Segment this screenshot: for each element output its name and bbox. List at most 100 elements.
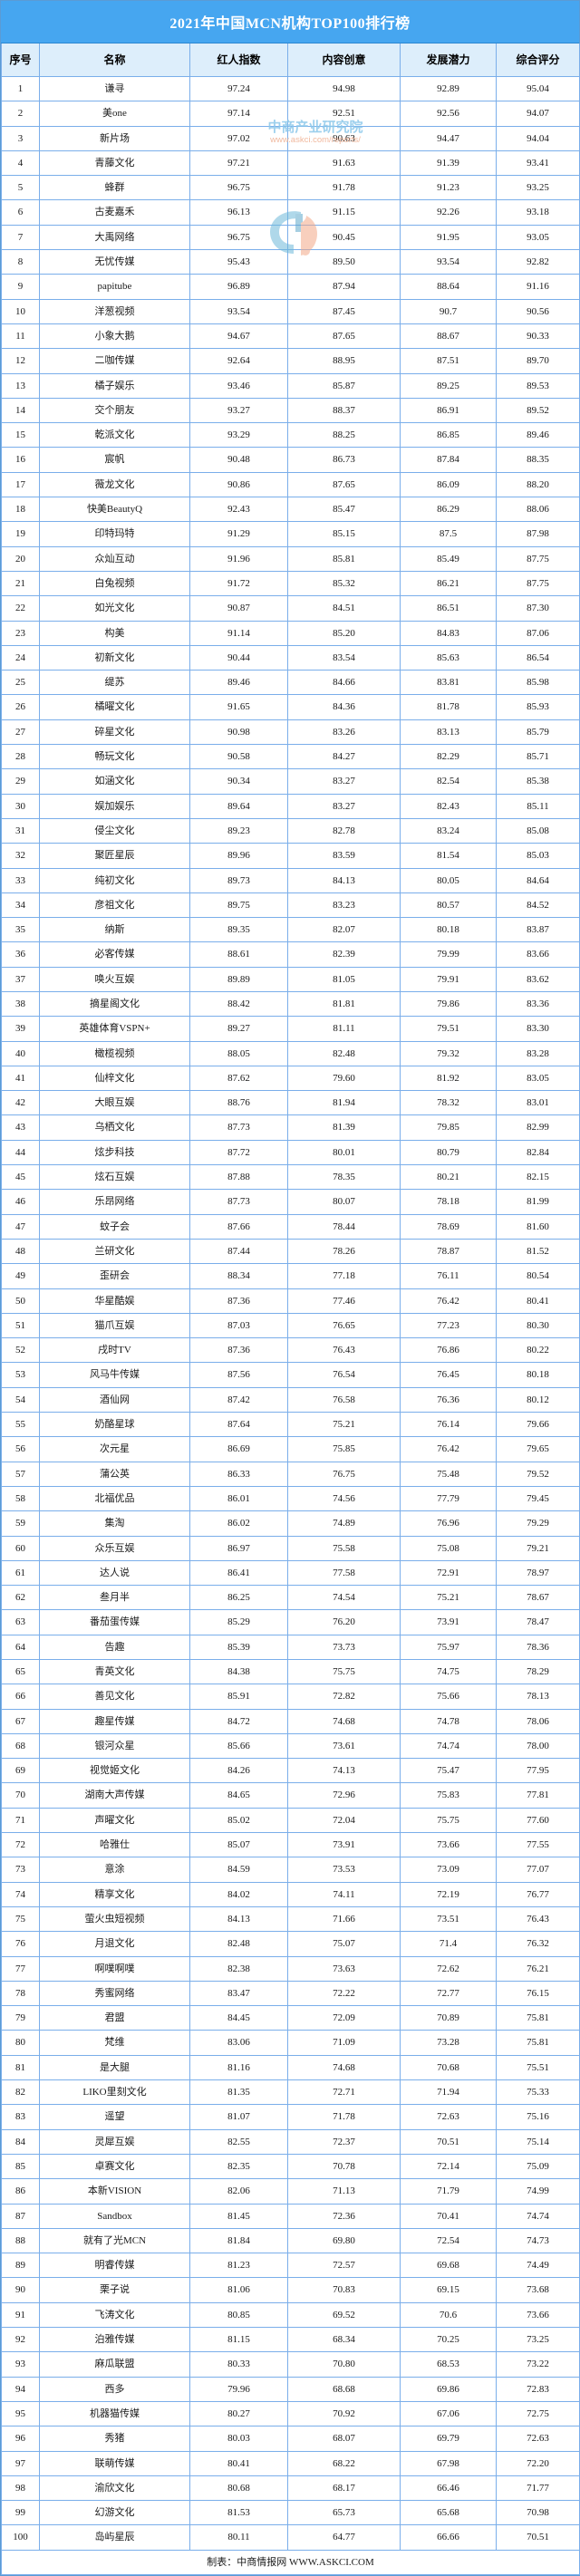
cell-rank-index: 7	[1, 224, 40, 251]
table-row: 5 蜂群 96.75 91.78 91.23 93.25	[1, 175, 580, 201]
cell-rank-index: 18	[1, 497, 40, 523]
cell-rank-index: 19	[1, 521, 40, 547]
cell-influencer-index: 86.25	[189, 1585, 288, 1611]
column-header-content-creativity: 内容创意	[287, 43, 401, 77]
cell-rank-index: 40	[1, 1040, 40, 1066]
table-row: 88 就有了光MCN 81.84 69.80 72.54 74.73	[1, 2227, 580, 2254]
source-credit: 制表：中商情报网 WWW.ASKCI.COM	[1, 2549, 580, 2575]
cell-overall-score: 76.21	[496, 1955, 580, 1982]
cell-overall-score: 81.99	[496, 1189, 580, 1215]
cell-rank-index: 96	[1, 2426, 40, 2452]
cell-overall-score: 79.29	[496, 1510, 580, 1537]
cell-overall-score: 75.33	[496, 2079, 580, 2106]
cell-content-creativity: 81.94	[287, 1090, 401, 1116]
cell-growth-potential: 77.23	[400, 1312, 497, 1339]
table-row: 58 北福优品 86.01 74.56 77.79 79.45	[1, 1485, 580, 1512]
cell-overall-score: 77.07	[496, 1857, 580, 1883]
cell-overall-score: 78.67	[496, 1585, 580, 1611]
cell-rank-index: 39	[1, 1016, 40, 1042]
cell-rank-index: 2	[1, 101, 40, 127]
cell-growth-potential: 72.77	[400, 1980, 497, 2007]
cell-growth-potential: 72.54	[400, 2227, 497, 2254]
cell-growth-potential: 91.23	[400, 175, 497, 201]
cell-mcn-name: 明睿传媒	[39, 2253, 190, 2279]
cell-influencer-index: 87.62	[189, 1065, 288, 1092]
cell-content-creativity: 91.15	[287, 199, 401, 226]
cell-mcn-name: 番茄蛋传媒	[39, 1609, 190, 1635]
cell-content-creativity: 70.78	[287, 2153, 401, 2180]
table-row: 90 栗子说 81.06 70.83 69.15 73.68	[1, 2277, 580, 2303]
cell-mcn-name: 戌时TV	[39, 1337, 190, 1364]
cell-influencer-index: 86.69	[189, 1436, 288, 1462]
cell-mcn-name: 小象大鹅	[39, 323, 190, 350]
cell-content-creativity: 76.65	[287, 1312, 401, 1339]
table-row: 38 摘星阁文化 88.42 81.81 79.86 83.36	[1, 990, 580, 1018]
cell-mcn-name: 橘子娱乐	[39, 372, 190, 399]
cell-content-creativity: 77.58	[287, 1559, 401, 1587]
cell-influencer-index: 92.43	[189, 497, 288, 523]
table-row: 100 岛屿星辰 80.11 64.77 66.66 70.51	[1, 2524, 580, 2551]
cell-influencer-index: 87.88	[189, 1164, 288, 1191]
cell-mcn-name: 西多	[39, 2376, 190, 2402]
table-header-row: 序号 名称 红人指数 内容创意 发展潜力 综合评分	[1, 43, 580, 77]
cell-overall-score: 72.75	[496, 2400, 580, 2427]
cell-content-creativity: 88.37	[287, 397, 401, 424]
cell-mcn-name: 橘曜文化	[39, 694, 190, 720]
table-row: 74 精享文化 84.02 74.11 72.19 76.77	[1, 1881, 580, 1907]
cell-mcn-name: LIKO里刻文化	[39, 2079, 190, 2106]
cell-mcn-name: 酒仙网	[39, 1386, 190, 1413]
table-row: 47 蚊子会 87.66 78.44 78.69 81.60	[1, 1213, 580, 1240]
cell-content-creativity: 82.39	[287, 941, 401, 968]
cell-mcn-name: 是大腿	[39, 2054, 190, 2081]
cell-growth-potential: 76.11	[400, 1263, 497, 1289]
cell-growth-potential: 66.66	[400, 2524, 497, 2551]
cell-overall-score: 83.66	[496, 941, 580, 968]
cell-overall-score: 75.14	[496, 2128, 580, 2155]
cell-mcn-name: 精享文化	[39, 1881, 190, 1907]
table-row: 20 众灿互动 91.96 85.81 85.49 87.75	[1, 545, 580, 572]
cell-content-creativity: 75.58	[287, 1535, 401, 1561]
cell-content-creativity: 73.53	[287, 1857, 401, 1883]
cell-content-creativity: 65.73	[287, 2500, 401, 2526]
cell-growth-potential: 93.54	[400, 249, 497, 275]
cell-content-creativity: 71.13	[287, 2178, 401, 2205]
cell-mcn-name: 乌栖文化	[39, 1114, 190, 1141]
cell-growth-potential: 73.28	[400, 2030, 497, 2056]
cell-rank-index: 49	[1, 1263, 40, 1289]
cell-growth-potential: 69.79	[400, 2426, 497, 2452]
cell-growth-potential: 81.78	[400, 694, 497, 720]
cell-growth-potential: 80.18	[400, 917, 497, 943]
cell-overall-score: 81.52	[496, 1238, 580, 1265]
cell-content-creativity: 85.81	[287, 545, 401, 572]
cell-growth-potential: 67.98	[400, 2450, 497, 2476]
table-row: 26 橘曜文化 91.65 84.36 81.78 85.93	[1, 694, 580, 720]
cell-rank-index: 54	[1, 1386, 40, 1413]
cell-mcn-name: 炫步科技	[39, 1139, 190, 1166]
table-row: 61 达人说 86.41 77.58 72.91 78.97	[1, 1559, 580, 1587]
cell-overall-score: 94.07	[496, 101, 580, 127]
cell-growth-potential: 73.66	[400, 1832, 497, 1858]
cell-growth-potential: 80.21	[400, 1164, 497, 1191]
cell-growth-potential: 81.54	[400, 843, 497, 869]
table-row: 83 遥望 81.07 71.78 72.63 75.16	[1, 2104, 580, 2130]
cell-rank-index: 73	[1, 1857, 40, 1883]
cell-growth-potential: 73.91	[400, 1609, 497, 1635]
cell-influencer-index: 83.06	[189, 2030, 288, 2056]
cell-growth-potential: 83.13	[400, 719, 497, 746]
table-row: 64 告趣 85.39 73.73 75.97 78.36	[1, 1634, 580, 1661]
cell-influencer-index: 89.27	[189, 1016, 288, 1042]
cell-mcn-name: 畅玩文化	[39, 744, 190, 770]
cell-rank-index: 55	[1, 1412, 40, 1438]
cell-rank-index: 78	[1, 1980, 40, 2007]
cell-content-creativity: 94.98	[287, 75, 401, 102]
cell-content-creativity: 71.66	[287, 1905, 401, 1933]
cell-overall-score: 74.73	[496, 2227, 580, 2254]
cell-content-creativity: 84.13	[287, 867, 401, 893]
cell-growth-potential: 74.74	[400, 1732, 497, 1760]
cell-rank-index: 91	[1, 2301, 40, 2329]
cell-rank-index: 34	[1, 892, 40, 919]
cell-influencer-index: 96.75	[189, 175, 288, 201]
cell-influencer-index: 84.26	[189, 1758, 288, 1784]
cell-growth-potential: 92.26	[400, 199, 497, 226]
cell-influencer-index: 87.66	[189, 1213, 288, 1240]
